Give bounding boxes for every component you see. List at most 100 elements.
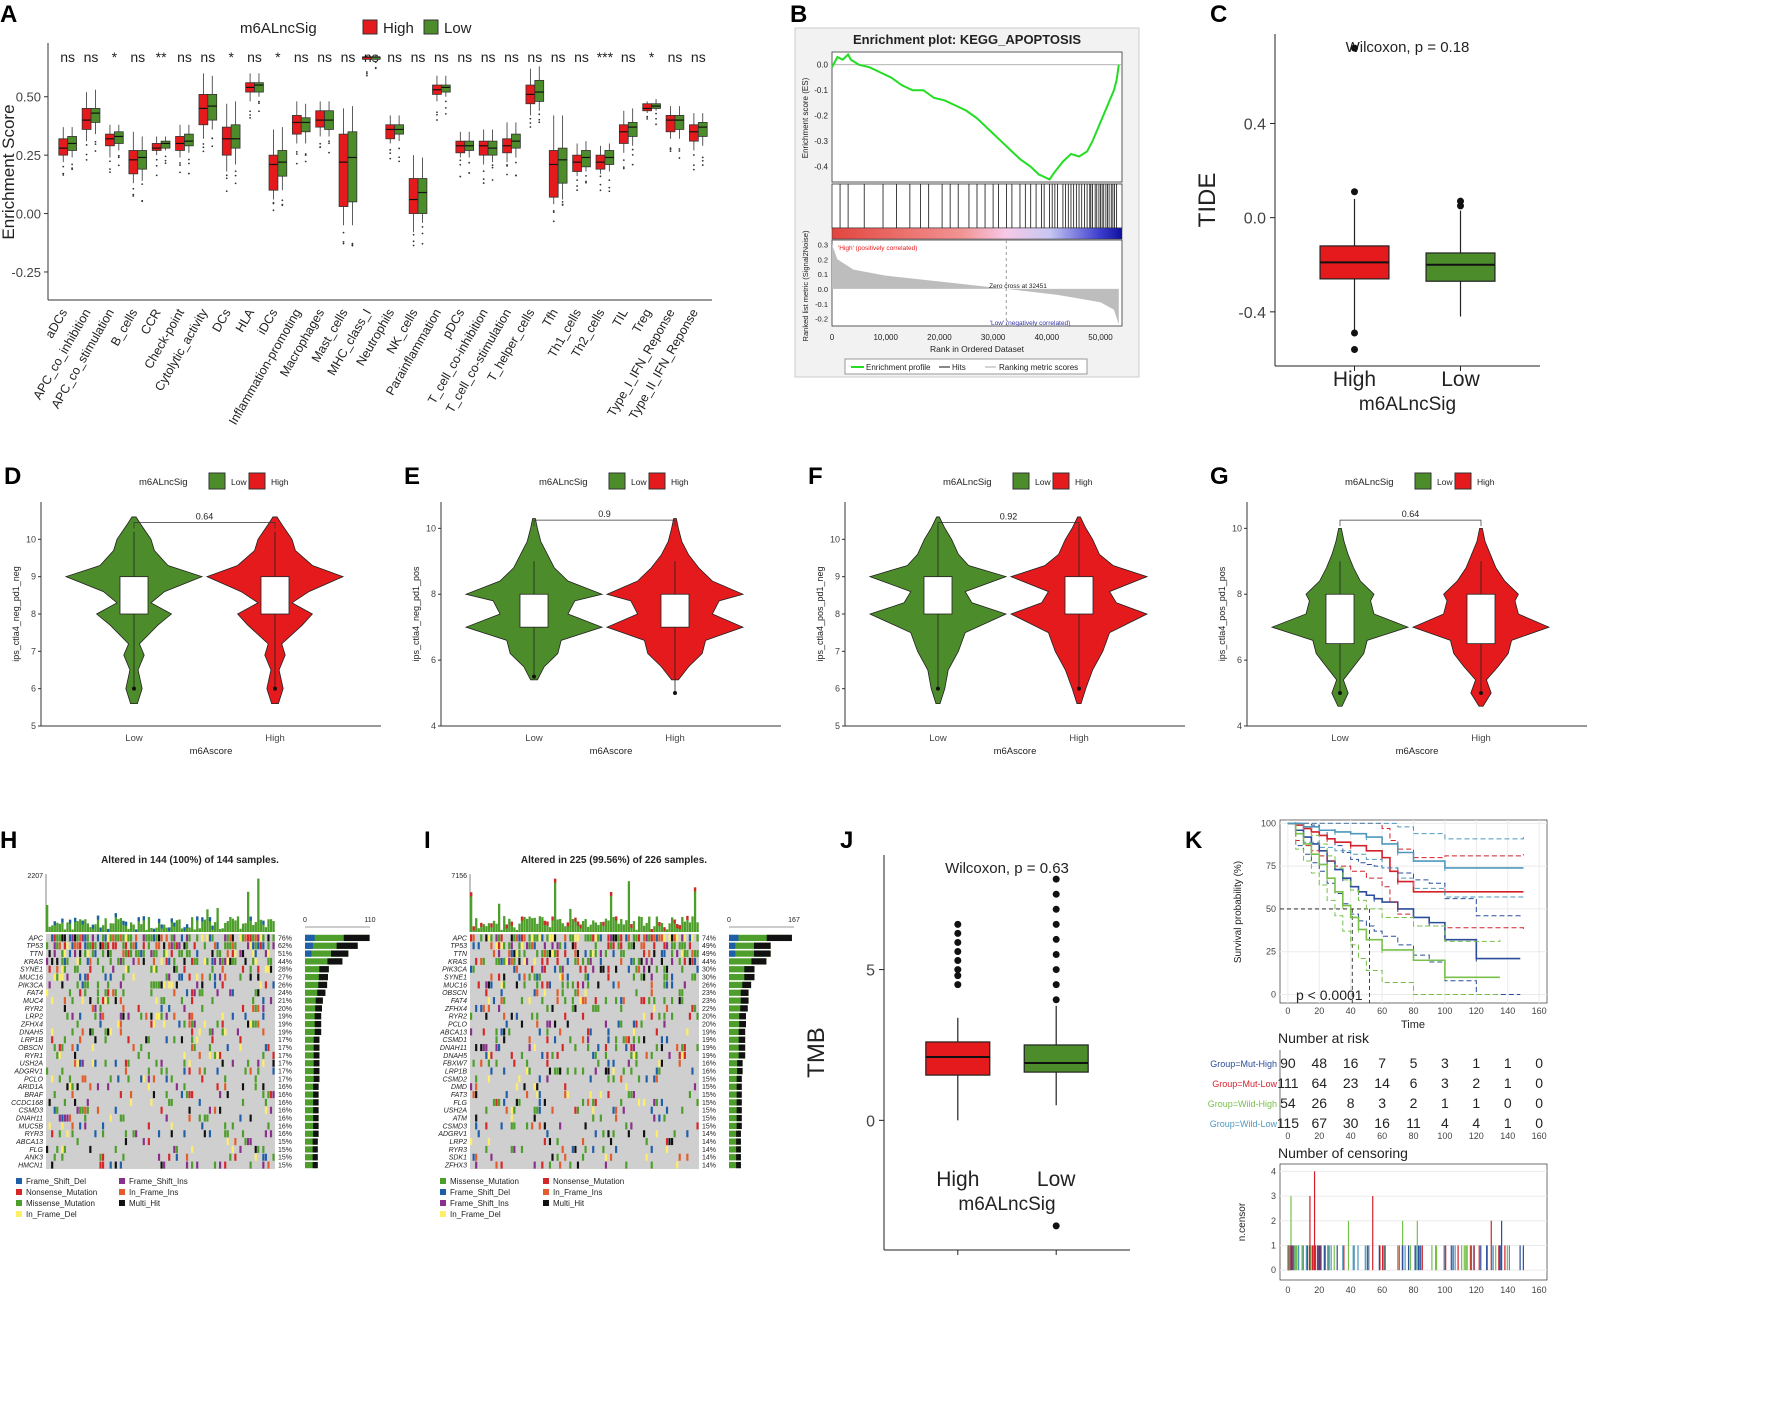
gene-label: OBSCN <box>18 1045 44 1052</box>
mutation-cell <box>615 1106 618 1114</box>
mutation-cell <box>86 934 89 942</box>
mutation-cell <box>620 1004 623 1012</box>
outlier-point <box>701 164 704 166</box>
percent-label: 19% <box>278 1014 292 1021</box>
top-bar <box>523 916 526 932</box>
mutation-cell <box>518 942 521 950</box>
top-bar <box>533 917 536 932</box>
outlier-point <box>599 183 602 186</box>
top-bar <box>203 919 207 932</box>
top-bar <box>114 913 117 932</box>
top-bar <box>587 926 590 932</box>
mutation-cell <box>546 1075 549 1083</box>
legend-label: Frame_Shift_Del <box>26 1177 86 1186</box>
side-bar <box>313 1114 319 1122</box>
mutation-cell <box>681 1044 684 1052</box>
x-tick-label: Low <box>125 733 143 744</box>
risk-count: 5 <box>1410 1055 1418 1071</box>
mutation-cell <box>676 1161 679 1169</box>
side-bar <box>729 1114 742 1122</box>
mutation-cell <box>147 1075 150 1083</box>
mutation-cell <box>147 1138 150 1146</box>
mutation-cell <box>574 957 577 965</box>
percent-label: 51% <box>278 951 292 958</box>
legend-label: In_Frame_Ins <box>129 1188 178 1197</box>
legend-title: m6ALncSig <box>240 20 317 37</box>
top-bar <box>114 913 117 918</box>
percent-label: 16% <box>278 1084 292 1091</box>
mutation-cell <box>122 1153 125 1161</box>
legend-label-metric: Ranking metric scores <box>999 363 1078 372</box>
percent-label: 15% <box>278 1147 292 1154</box>
significance-bracket <box>133 522 276 529</box>
mutation-cell <box>229 942 232 950</box>
mutation-cell <box>497 1004 501 1012</box>
mutation-cell <box>515 1083 518 1091</box>
mutation-cell <box>99 1004 102 1012</box>
mutation-cell <box>191 1145 194 1153</box>
top-bar <box>264 927 268 932</box>
side-bar <box>313 1122 319 1130</box>
side-bar <box>312 1146 318 1153</box>
risk-count: 54 <box>1280 1095 1296 1111</box>
mutation-cell <box>691 1004 694 1012</box>
mutation-cell <box>201 934 204 942</box>
mutation-cell <box>71 1028 74 1036</box>
gene-label: ADGRV1 <box>437 1131 467 1138</box>
mutation-cell <box>497 950 501 958</box>
side-bar <box>729 1091 742 1098</box>
outlier-point <box>482 182 485 184</box>
mutation-cell <box>625 1122 628 1130</box>
mutation-cell <box>262 1059 265 1067</box>
top-bar <box>96 915 100 920</box>
mutation-cell <box>581 957 585 965</box>
mutation-cell <box>571 997 574 1005</box>
mutation-cell <box>541 1051 544 1059</box>
side-bar <box>317 989 326 996</box>
mutation-cell <box>84 942 87 950</box>
risk-group-label: Group=Wild-Low <box>1210 1119 1278 1129</box>
mutation-cell <box>122 950 125 958</box>
censor-title: Number of censoring <box>1278 1145 1408 1161</box>
mutation-cell <box>84 934 87 942</box>
mutation-cell <box>196 973 199 981</box>
mutation-cell <box>213 981 217 989</box>
mutation-cell <box>597 1059 600 1067</box>
mutation-cell <box>615 1044 618 1052</box>
mutation-cell <box>485 1051 488 1059</box>
side-bar <box>305 966 329 973</box>
top-bar <box>165 927 168 932</box>
mutation-cell <box>147 942 150 950</box>
outlier-point <box>599 189 602 192</box>
mutation-cell <box>191 997 194 1005</box>
mutation-cell <box>262 1083 265 1091</box>
km-y-tick-label: 100 <box>1261 818 1276 828</box>
mutation-cell <box>525 942 529 950</box>
mutation-cell <box>553 950 557 958</box>
box <box>81 108 92 130</box>
mutation-cell <box>137 950 140 958</box>
gene-label: HMCN1 <box>18 1163 43 1170</box>
risk-count: 1 <box>1472 1055 1480 1071</box>
mutation-cell <box>89 997 92 1005</box>
outlier-point <box>164 159 167 162</box>
mutation-cell <box>247 934 250 942</box>
mutation-cell <box>163 981 166 989</box>
mutation-cell <box>480 1004 483 1012</box>
mutation-cell <box>147 1083 150 1091</box>
significance-label: ns <box>668 49 683 65</box>
outlier-point <box>281 203 284 206</box>
legend-key <box>440 1178 446 1184</box>
top-bar <box>622 924 625 932</box>
side-axis-label: 167 <box>788 917 800 924</box>
mutation-cell <box>574 1067 577 1075</box>
mutation-cell <box>178 973 181 981</box>
mutation-cell <box>196 957 199 965</box>
mutation-cell <box>112 989 115 997</box>
mutation-cell <box>648 965 651 973</box>
side-bar <box>305 1099 319 1106</box>
mutation-cell <box>536 950 539 958</box>
mutation-cell <box>581 1067 585 1075</box>
outlier-point <box>1351 44 1358 52</box>
